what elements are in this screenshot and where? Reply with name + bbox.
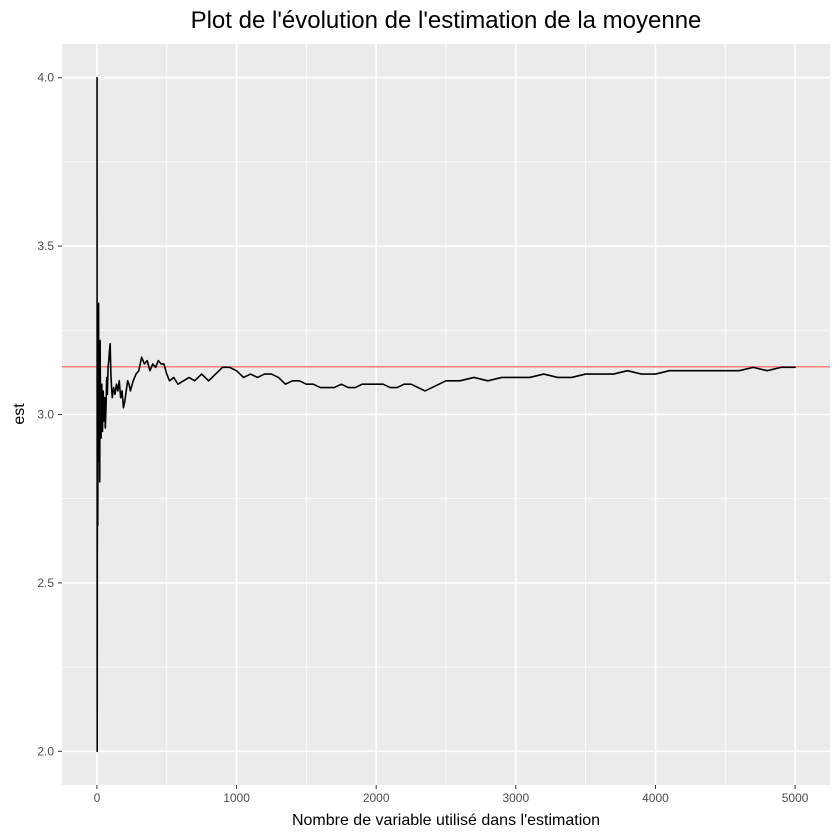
y-axis-title: est xyxy=(11,403,28,425)
y-tick-label-1: 2.5 xyxy=(37,576,54,590)
estimate-line xyxy=(96,76,796,753)
x-axis: 0 1000 2000 3000 4000 5000 xyxy=(94,785,809,805)
x-tick-label-0: 0 xyxy=(94,791,101,805)
x-tick-label-2: 2000 xyxy=(363,791,390,805)
x-tick-label-5: 5000 xyxy=(782,791,809,805)
x-tick-label-4: 4000 xyxy=(642,791,669,805)
x-axis-title: Nombre de variable utilisé dans l'estima… xyxy=(292,812,600,829)
x-tick-label-1: 1000 xyxy=(223,791,250,805)
y-tick-label-0: 2.0 xyxy=(37,744,54,758)
y-tick-label-4: 4.0 xyxy=(37,71,54,85)
y-tick-label-3: 3.5 xyxy=(37,239,54,253)
y-axis: 2.0 2.5 3.0 3.5 4.0 xyxy=(37,71,62,758)
y-tick-label-2: 3.0 xyxy=(37,408,54,422)
chart-title: Plot de l'évolution de l'estimation de l… xyxy=(191,7,702,34)
x-tick-label-3: 3000 xyxy=(502,791,529,805)
